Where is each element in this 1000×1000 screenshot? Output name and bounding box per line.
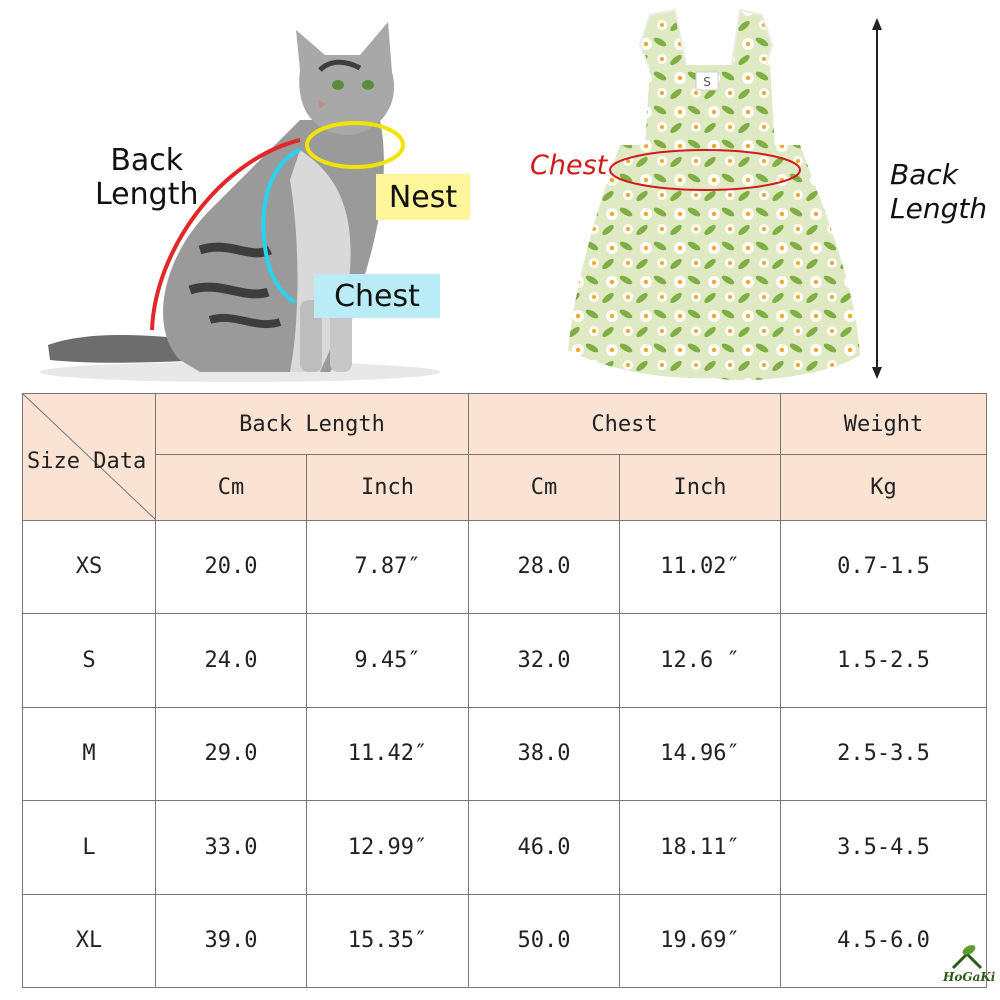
- size-chart-table: Size Data Back Length Chest Weight Cm In…: [22, 392, 988, 988]
- chest-cm-cell: 38.0: [468, 706, 621, 802]
- cat-chest-tag: Chest: [314, 274, 440, 318]
- cat-leg: [300, 300, 322, 372]
- cat-head: [296, 22, 395, 135]
- unit-back-length-cm: Cm: [155, 454, 307, 521]
- weight-kg-cell: 1.5-2.5: [780, 613, 988, 708]
- back-length-cm-cell: 33.0: [155, 800, 307, 895]
- size-cell: M: [22, 706, 156, 802]
- table-row: L 33.0 12.99″ 46.0 18.11″ 3.5-4.5: [22, 800, 988, 895]
- back-length-inch-cell: 7.87″: [305, 519, 470, 615]
- table-row: S 24.0 9.45″ 32.0 12.6 ″ 1.5-2.5: [22, 613, 988, 708]
- size-data-label: Size Data: [27, 449, 147, 474]
- dress-chest-ring: [609, 149, 801, 191]
- size-cell: S: [22, 613, 156, 708]
- weight-kg-cell: 4.5-6.0: [780, 893, 988, 988]
- cat-leg: [330, 300, 352, 372]
- dress-chest-label: Chest: [530, 150, 608, 181]
- chest-cm-cell: 46.0: [468, 800, 621, 895]
- weight-kg-cell: 3.5-4.5: [780, 800, 988, 895]
- chest-inch-cell: 14.96″: [619, 706, 782, 802]
- cat-back-length-line2: Length: [95, 177, 199, 212]
- chest-inch-cell: 11.02″: [619, 519, 782, 615]
- unit-back-length-inch: Inch: [305, 454, 470, 521]
- size-cell: XL: [22, 893, 156, 988]
- back-length-arrow-head-top: [872, 18, 882, 30]
- dress-size-tag-text: S: [703, 75, 711, 89]
- header-chest: Chest: [468, 392, 782, 456]
- corner-diagonal: [23, 394, 156, 520]
- cat-back-length-line1: Back: [110, 143, 184, 178]
- cat-head-stripe: [318, 59, 362, 72]
- table-row: M 29.0 11.42″ 38.0 14.96″ 2.5-3.5: [22, 706, 988, 802]
- table-header-row-groups: Size Data Back Length Chest Weight: [22, 392, 988, 521]
- header-back-length: Back Length: [154, 392, 470, 456]
- cat-back-length-label: Back Length: [95, 144, 198, 212]
- dress-bodice: [645, 65, 775, 150]
- back-length-cm-cell: 39.0: [155, 893, 307, 988]
- table-row: XS 20.0 7.87″ 28.0 11.02″ 0.7-1.5: [22, 519, 988, 615]
- dress-back-length-line2: Length: [890, 192, 988, 225]
- back-length-arc: [150, 138, 301, 331]
- nest-tag: Nest: [376, 174, 470, 220]
- unit-weight-kg: Kg: [780, 454, 988, 521]
- chest-inch-cell: 19.69″: [619, 893, 782, 988]
- chest-cm-cell: 32.0: [468, 613, 621, 708]
- back-length-cm-cell: 29.0: [155, 706, 307, 802]
- back-length-cm-cell: 24.0: [155, 613, 307, 708]
- cat-nose: [318, 100, 326, 108]
- leaf-house-icon: [951, 945, 983, 970]
- back-length-inch-cell: 11.42″: [305, 706, 470, 802]
- weight-kg-cell: 2.5-3.5: [780, 706, 988, 802]
- brand-logo-text: HoGaKi: [943, 970, 996, 984]
- chest-cm-cell: 28.0: [468, 519, 621, 615]
- cat-eye: [332, 80, 344, 90]
- chest-inch-cell: 18.11″: [619, 800, 782, 895]
- nest-ring: [305, 121, 405, 169]
- dress-size-tag: [695, 71, 719, 91]
- dress-back-length-label: Back Length: [890, 158, 987, 226]
- unit-chest-cm: Cm: [468, 454, 621, 521]
- dress-skirt: [568, 145, 860, 381]
- size-cell: XS: [22, 519, 156, 615]
- size-data-corner-cell: Size Data: [22, 393, 156, 521]
- dress-back-length-line1: Back: [890, 158, 958, 191]
- table-header-row-units: Cm Inch Cm Inch Kg: [23, 454, 988, 521]
- chest-cm-cell: 50.0: [468, 893, 621, 988]
- size-cell: L: [22, 800, 156, 895]
- table-row: XL 39.0 15.35″ 50.0 19.69″ 4.5-6.0: [22, 893, 988, 988]
- back-length-cm-cell: 20.0: [155, 519, 307, 615]
- cat-stripe: [188, 282, 270, 299]
- weight-kg-cell: 0.7-1.5: [780, 519, 988, 615]
- dress-measurement-illustration: S: [568, 8, 882, 381]
- back-length-inch-cell: 15.35″: [305, 893, 470, 988]
- cat-eye: [362, 80, 374, 90]
- back-length-arrow-head-bottom: [872, 367, 882, 379]
- header-weight: Weight: [780, 392, 988, 456]
- chest-inch-cell: 12.6 ″: [619, 613, 782, 708]
- unit-chest-inch: Inch: [619, 454, 782, 521]
- back-length-inch-cell: 12.99″: [305, 800, 470, 895]
- cat-stripe: [208, 313, 282, 329]
- chest-arc: [261, 148, 301, 304]
- back-length-inch-cell: 9.45″: [305, 613, 470, 708]
